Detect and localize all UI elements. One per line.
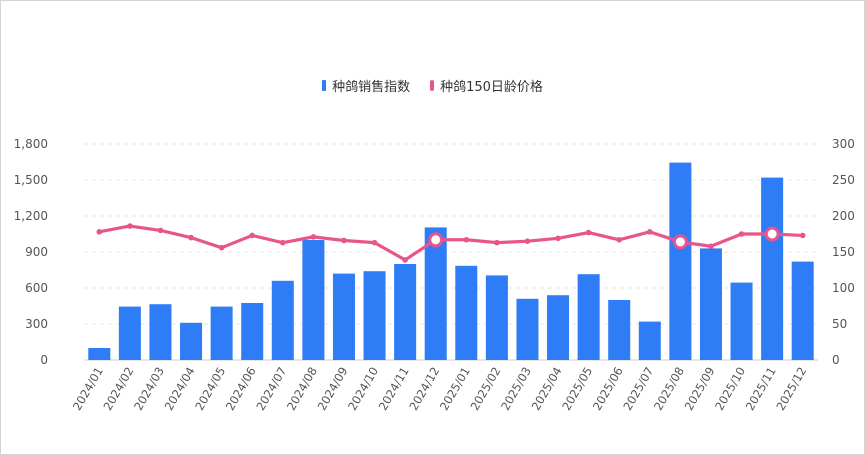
bar [424,227,447,360]
y-right-tick-label: 50 [832,317,847,331]
bar [516,298,539,360]
line-point [127,223,133,229]
line-point [279,239,286,246]
bar [332,273,355,360]
bar [241,303,264,360]
y-left-tick-label: 600 [25,281,48,295]
bar [730,282,753,360]
line-point [708,243,714,250]
bar [699,248,722,360]
y-right-tick-label: 300 [832,137,855,151]
bar [149,304,172,360]
line-point [371,239,378,246]
chart-legend: 种鸽销售指数 种鸽150日龄价格 [0,76,865,95]
legend-label-price: 种鸽150日龄价格 [440,80,543,95]
line-point [157,227,164,234]
y-right-tick-label: 200 [832,209,855,223]
bar [577,274,600,360]
legend-item-sales-index[interactable]: 种鸽销售指数 [322,76,410,95]
bar [455,265,478,360]
bar [118,306,141,360]
bar [791,261,814,360]
line-point [738,231,745,237]
bar [547,295,570,360]
y-right-tick-label: 150 [832,245,855,259]
y-right-tick-label: 100 [832,281,855,295]
legend-label-sales-index: 种鸽销售指数 [332,80,411,95]
line-point [188,234,194,241]
bar [180,322,203,360]
series-line-price [97,224,805,262]
legend-item-price[interactable]: 种鸽150日龄价格 [430,76,543,95]
x-tick-label: 2025/12 [773,365,809,413]
line-point [555,235,561,242]
bar [608,300,631,360]
y-right-tick-label: 0 [832,353,840,367]
bar [210,306,233,360]
line-point [646,229,653,235]
bar [88,348,111,360]
legend-line-swatch [430,80,435,91]
y-left-tick-label: 1,500 [14,173,48,187]
line-point [585,229,592,236]
line-point [616,236,623,243]
bar [638,321,661,360]
line-point-highlight [764,226,780,242]
bar [669,162,692,360]
bar [761,177,784,360]
line-point [249,232,256,239]
y-left-tick-label: 0 [40,353,48,367]
line-point [218,244,225,251]
bar [394,264,417,360]
bar [302,240,325,360]
y-left-tick-label: 300 [25,317,48,331]
bar [271,280,294,360]
line-point [494,239,500,246]
legend-bar-swatch [322,80,327,91]
line-point-highlight [428,232,444,248]
y-left-tick-label: 1,800 [14,137,48,151]
line-point [310,234,317,240]
y-left-tick-label: 1,200 [14,209,48,223]
line-point [524,238,531,244]
line-point-highlight [672,234,688,250]
line-point [463,236,470,243]
line-point [799,232,806,239]
bar [485,275,508,360]
y-left-tick-label: 900 [25,245,48,259]
bar [363,271,386,360]
line-point [341,237,347,244]
line-point [96,229,103,235]
y-right-tick-label: 250 [832,173,855,187]
line-point [402,257,408,263]
